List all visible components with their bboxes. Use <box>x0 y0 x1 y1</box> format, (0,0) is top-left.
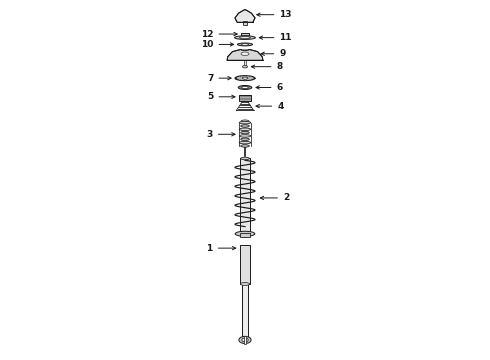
Text: 3: 3 <box>206 130 213 139</box>
Bar <box>240 158 250 232</box>
Polygon shape <box>227 49 263 60</box>
Bar <box>244 336 246 343</box>
Ellipse shape <box>243 66 247 68</box>
Bar <box>243 22 247 25</box>
Ellipse shape <box>239 128 251 131</box>
Text: 8: 8 <box>276 62 283 71</box>
Ellipse shape <box>242 44 248 45</box>
Ellipse shape <box>235 36 255 40</box>
Ellipse shape <box>235 231 255 236</box>
Ellipse shape <box>239 336 251 343</box>
Ellipse shape <box>241 145 249 147</box>
Ellipse shape <box>241 52 249 55</box>
Text: 10: 10 <box>201 40 214 49</box>
Ellipse shape <box>241 138 249 140</box>
Text: 9: 9 <box>279 49 286 58</box>
FancyBboxPatch shape <box>242 33 248 37</box>
Bar <box>242 284 248 337</box>
Bar <box>240 244 250 284</box>
Bar <box>244 60 246 67</box>
Ellipse shape <box>238 43 252 46</box>
Text: 12: 12 <box>201 30 214 39</box>
Text: 2: 2 <box>283 193 289 202</box>
Ellipse shape <box>235 76 255 81</box>
Ellipse shape <box>240 283 250 285</box>
Ellipse shape <box>242 86 248 89</box>
Polygon shape <box>235 10 255 22</box>
Text: 6: 6 <box>276 83 283 92</box>
Bar <box>240 233 250 237</box>
Text: 11: 11 <box>279 33 292 42</box>
Ellipse shape <box>241 125 249 127</box>
Ellipse shape <box>239 135 251 137</box>
FancyBboxPatch shape <box>239 95 251 101</box>
Ellipse shape <box>239 121 251 124</box>
Ellipse shape <box>241 131 249 134</box>
Ellipse shape <box>241 157 249 160</box>
Text: 7: 7 <box>207 74 214 83</box>
Text: 5: 5 <box>207 92 214 101</box>
Text: 13: 13 <box>279 10 292 19</box>
Ellipse shape <box>242 77 248 79</box>
Text: 1: 1 <box>206 244 213 253</box>
Ellipse shape <box>240 37 250 39</box>
Ellipse shape <box>239 141 251 144</box>
Ellipse shape <box>242 338 248 342</box>
Ellipse shape <box>238 86 252 89</box>
Text: 4: 4 <box>277 102 284 111</box>
Ellipse shape <box>241 120 249 122</box>
